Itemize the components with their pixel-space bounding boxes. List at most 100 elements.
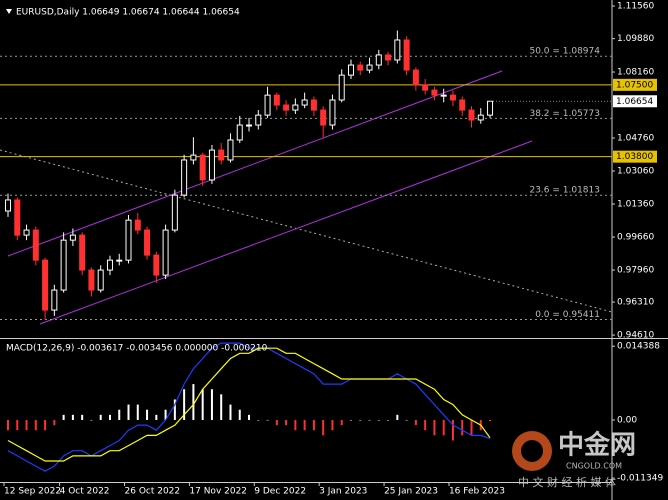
macd-bar	[322, 419, 325, 436]
macd-bar	[396, 414, 399, 420]
level-label: 1.07500	[616, 80, 653, 90]
macd-bar	[275, 419, 278, 426]
candle-body	[153, 254, 160, 276]
macd-bar	[312, 419, 315, 431]
x-tick-label: 12 Sep 2022	[4, 487, 61, 497]
candle-body	[440, 94, 447, 97]
macd-bar	[424, 419, 427, 431]
macd-bar	[451, 419, 454, 441]
candle-body	[14, 199, 21, 236]
candle-body	[301, 99, 308, 106]
trend-line	[0, 149, 613, 313]
logo-text: 中金网	[558, 430, 636, 461]
level-label: 1.03800	[616, 152, 653, 162]
y-tick-label: 0.00	[617, 415, 637, 425]
candle-body	[199, 154, 206, 181]
candle-body	[97, 269, 104, 291]
macd-bar	[90, 419, 93, 421]
macd-bar	[285, 419, 288, 426]
candle-body	[116, 259, 123, 262]
candle-body	[468, 109, 475, 121]
y-tick-label: 1.09880	[617, 34, 654, 44]
macd-bar	[146, 409, 149, 420]
macd-bar	[44, 419, 47, 431]
y-tick-label: -0.011349	[617, 474, 663, 484]
macd-bar	[62, 414, 65, 420]
candle-body	[88, 269, 95, 291]
macd-bar	[108, 414, 111, 420]
macd-bar	[257, 419, 260, 421]
candle-body	[181, 159, 188, 196]
candle-body	[144, 229, 151, 256]
logo-inner	[521, 440, 543, 462]
macd-bar	[414, 419, 417, 426]
candle-body	[357, 64, 364, 71]
candle-body	[273, 94, 280, 106]
candle-body	[431, 89, 438, 96]
macd-bar	[71, 414, 74, 420]
macd-bar	[220, 394, 223, 420]
macd-bar	[34, 419, 37, 431]
macd-bar	[340, 419, 343, 426]
candle-body	[366, 64, 373, 71]
candle-body	[422, 84, 429, 91]
level-box	[613, 150, 657, 163]
candle-body	[60, 239, 67, 291]
candle-body	[385, 54, 392, 61]
macd-panel: 0.014388 0.00 -0.011349	[7, 342, 663, 484]
logo-tagline: 中 文 财 经 析 媒 体	[518, 475, 616, 489]
candle-body	[255, 114, 262, 126]
candle-body	[23, 229, 30, 236]
candle-body	[51, 289, 58, 311]
macd-bar	[238, 409, 241, 420]
candle-body	[347, 64, 354, 76]
candle-body	[320, 109, 327, 126]
candle-body	[487, 100, 494, 116]
macd-bar	[136, 404, 139, 420]
macd-bar	[405, 419, 408, 421]
candle-body	[292, 104, 299, 111]
level-box	[613, 78, 657, 91]
y-tick-label: 1.08160	[617, 68, 654, 78]
macd-bar	[81, 414, 84, 420]
channel-upper	[7, 70, 503, 257]
candle-body	[106, 259, 113, 271]
candle-body	[412, 69, 419, 86]
current-price-box	[613, 95, 657, 108]
macd-line	[7, 342, 491, 472]
macd-bar	[99, 414, 102, 420]
macd-bar	[173, 399, 176, 420]
macd-bar	[303, 419, 306, 431]
macd-bar	[201, 389, 204, 420]
chart-title: EURUSD,Daily 1.06649 1.06674 1.06644 1.0…	[16, 8, 240, 18]
candle-body	[32, 229, 39, 261]
y-tick-label: 0.96310	[617, 298, 654, 308]
candle-body	[208, 149, 215, 181]
candle-body	[134, 219, 141, 231]
y-tick-label: 1.03060	[617, 167, 654, 177]
macd-bar	[229, 404, 232, 420]
candle-body	[375, 54, 382, 66]
candle-body	[171, 194, 178, 231]
macd-bar	[155, 414, 158, 420]
x-tick-label: 4 Oct 2022	[60, 487, 110, 497]
macd-bar	[359, 419, 362, 421]
candle-body	[236, 124, 243, 141]
x-tick-label: 25 Jan 2023	[384, 487, 438, 497]
candle-body	[227, 139, 234, 161]
macd-bar	[377, 419, 380, 421]
fib-label: 38.2 = 1.05773	[529, 109, 600, 119]
fib-label: 0.0 = 0.95411	[535, 310, 600, 320]
candle-body	[394, 39, 401, 61]
title-arrow	[6, 9, 12, 14]
candle-body	[403, 39, 410, 71]
macd-bar	[442, 419, 445, 436]
channel-lower	[39, 140, 533, 325]
candle-body	[69, 234, 76, 241]
macd-bar	[461, 419, 464, 436]
y-tick-label: 1.04760	[617, 134, 654, 144]
watermark: 中金网 CNGOLD.COM 中 文 财 经 析 媒 体	[512, 430, 636, 489]
macd-bar	[248, 414, 251, 420]
